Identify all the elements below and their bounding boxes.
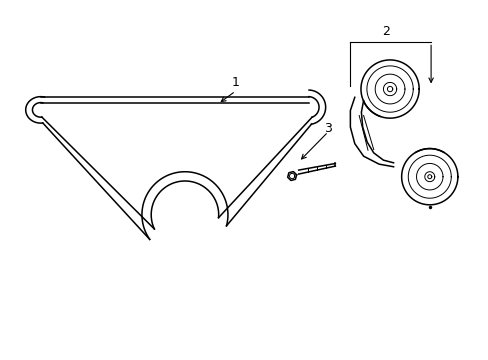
Text: 2: 2 xyxy=(381,26,389,39)
Text: 1: 1 xyxy=(231,76,239,89)
Text: 3: 3 xyxy=(324,122,331,135)
